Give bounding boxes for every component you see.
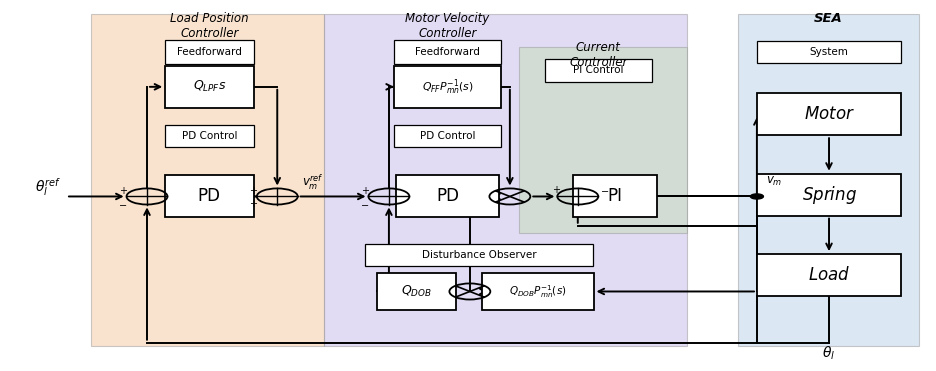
- Text: Feedforward: Feedforward: [415, 47, 480, 57]
- Text: SEA: SEA: [813, 12, 842, 25]
- Text: $v_m$: $v_m$: [767, 175, 782, 188]
- Bar: [165, 66, 254, 108]
- Text: $-$: $-$: [118, 199, 127, 209]
- Bar: [757, 254, 901, 296]
- Bar: [91, 14, 324, 346]
- Text: Current
Controller: Current Controller: [569, 41, 627, 69]
- Bar: [482, 273, 593, 311]
- Text: Load Position
Controller: Load Position Controller: [170, 12, 249, 40]
- Text: PD: PD: [197, 187, 221, 206]
- Bar: [519, 47, 687, 233]
- Text: $Q_{FF}P_{mn}^{-1}(s)$: $Q_{FF}P_{mn}^{-1}(s)$: [421, 77, 474, 96]
- Text: $Q_{DOB}P_{mn}^{-1}(s)$: $Q_{DOB}P_{mn}^{-1}(s)$: [509, 283, 566, 300]
- Text: $Q_{LPF}s$: $Q_{LPF}s$: [193, 79, 227, 94]
- Bar: [396, 175, 499, 217]
- Text: +: +: [249, 199, 257, 209]
- Text: PI Control: PI Control: [573, 65, 623, 75]
- Text: +: +: [249, 186, 257, 196]
- Text: System: System: [810, 47, 848, 57]
- Text: Disturbance Observer: Disturbance Observer: [422, 250, 536, 260]
- Text: Motor Velocity
Controller: Motor Velocity Controller: [405, 12, 490, 40]
- Text: PD: PD: [436, 187, 459, 206]
- Text: Feedforward: Feedforward: [177, 47, 241, 57]
- Text: $\theta_l^{ref}$: $\theta_l^{ref}$: [36, 176, 62, 198]
- Text: $-$: $-$: [360, 199, 370, 209]
- Bar: [394, 125, 501, 148]
- Bar: [757, 174, 901, 216]
- Text: $Q_{DOB}$: $Q_{DOB}$: [402, 284, 432, 299]
- Text: PD Control: PD Control: [182, 131, 237, 141]
- Bar: [377, 273, 457, 311]
- Bar: [394, 66, 501, 108]
- Bar: [757, 93, 901, 135]
- Text: PI: PI: [607, 187, 622, 206]
- Text: $\theta_l$: $\theta_l$: [823, 344, 836, 362]
- Text: +: +: [119, 186, 126, 196]
- Bar: [365, 244, 593, 266]
- Bar: [757, 41, 901, 63]
- Text: $Spring$: $Spring$: [801, 184, 856, 206]
- Text: $v_m^{ref}$: $v_m^{ref}$: [302, 172, 324, 191]
- Bar: [165, 40, 254, 64]
- Text: +: +: [552, 185, 560, 195]
- Bar: [545, 59, 651, 82]
- Bar: [165, 175, 254, 217]
- Bar: [165, 125, 254, 148]
- Text: $Load$: $Load$: [808, 266, 850, 284]
- Bar: [573, 175, 657, 217]
- Text: $-$: $-$: [600, 185, 609, 195]
- Text: $Motor$: $Motor$: [804, 105, 855, 123]
- Bar: [324, 14, 687, 346]
- Text: PD Control: PD Control: [419, 131, 475, 141]
- Bar: [394, 40, 501, 64]
- Text: +: +: [360, 186, 369, 196]
- Bar: [738, 14, 919, 346]
- Circle shape: [751, 194, 764, 199]
